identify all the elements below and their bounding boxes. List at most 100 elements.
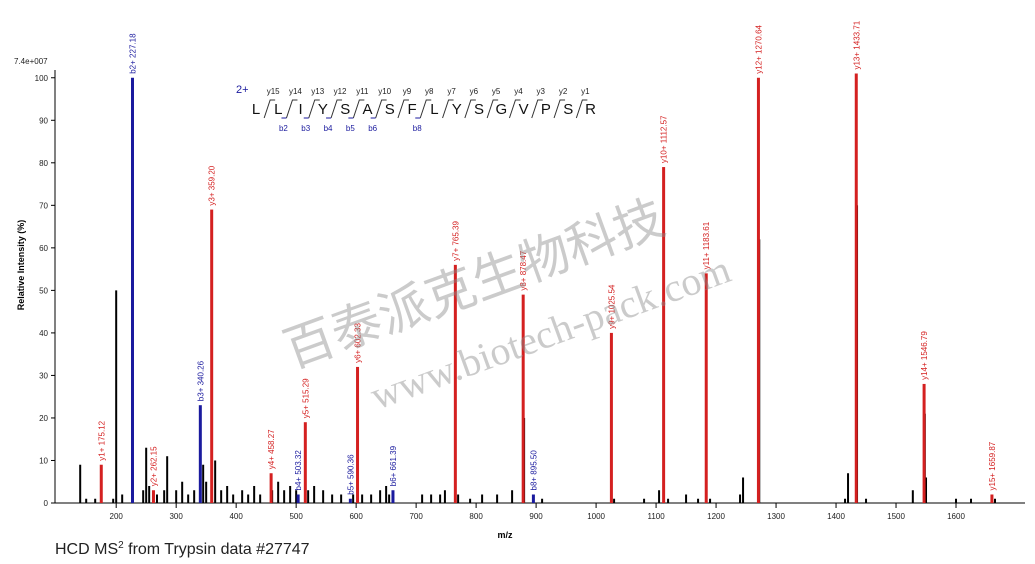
caption-text: from Trypsin data #27747: [124, 541, 310, 558]
x-tick-label: 500: [289, 512, 303, 521]
x-tick-label: 300: [169, 512, 183, 521]
ion-mz: 359.20: [208, 165, 217, 190]
ion-mz: 1433.71: [852, 20, 861, 49]
peak: [289, 485, 292, 503]
cleavage: [464, 99, 476, 119]
ion-mz: 503.32: [294, 450, 303, 475]
peak: [241, 490, 244, 503]
cleavage: [330, 99, 343, 119]
peak-label: y3+ 359.20: [208, 165, 217, 205]
peak-label: y12+ 1270.64: [754, 24, 763, 73]
y-tick-label: 20: [39, 414, 48, 423]
x-tick-label: 1500: [887, 512, 905, 521]
peak: [911, 490, 914, 503]
ion-name: y13+: [852, 52, 861, 70]
x-tick-label: 1400: [827, 512, 845, 521]
y-ion: y4: [514, 87, 523, 96]
peak: [210, 209, 214, 503]
peak: [739, 494, 742, 503]
peak-label: y1+ 175.12: [97, 420, 106, 460]
x-tick-label: 1000: [587, 512, 605, 521]
peak: [277, 481, 280, 503]
peak: [220, 490, 223, 503]
ion-name: y7+: [451, 247, 460, 260]
peak-label: y8+ 878.47: [519, 250, 528, 290]
peak: [541, 498, 544, 503]
residue: F: [408, 101, 417, 118]
residue: R: [585, 101, 596, 118]
ion-mz: 262.15: [149, 446, 158, 471]
peak-label: y14+ 1546.79: [920, 331, 929, 380]
peak: [348, 498, 352, 503]
y-tick-label: 100: [35, 74, 49, 83]
y-ion: y10: [378, 87, 391, 96]
peak: [163, 490, 166, 503]
peak: [112, 498, 115, 503]
peak-label: y6+ 602.33: [354, 323, 363, 363]
b-ion: b5: [346, 124, 355, 133]
peak: [175, 490, 178, 503]
cleavage: [553, 99, 566, 119]
peak: [295, 490, 298, 503]
ion-mz: 878.47: [519, 250, 528, 275]
peak: [232, 494, 235, 503]
peak: [854, 73, 858, 503]
peak: [193, 490, 196, 503]
y-ion: y7: [447, 87, 456, 96]
peak: [214, 460, 217, 503]
residue: I: [299, 101, 303, 118]
ion-name: y3+: [208, 192, 217, 205]
residue: L: [274, 101, 282, 118]
peak: [955, 498, 958, 503]
peak: [453, 264, 457, 503]
cleavage: [442, 99, 454, 119]
peak: [685, 494, 688, 503]
y-tick-label: 70: [39, 201, 48, 210]
y-tick-label: 90: [39, 116, 48, 125]
ion-mz: 515.29: [301, 378, 310, 403]
y-ion: y5: [492, 87, 501, 96]
peak: [181, 481, 184, 503]
x-tick-label: 200: [110, 512, 124, 521]
y-ion: y14: [289, 87, 302, 96]
residue: L: [252, 101, 260, 118]
residue: S: [563, 101, 573, 118]
peak-label: y7+ 765.39: [451, 220, 460, 260]
peak: [457, 494, 460, 503]
x-tick-label: 900: [529, 512, 543, 521]
ion-name: b8+: [529, 477, 538, 491]
peak-label: b4+ 503.32: [294, 450, 303, 491]
peak-label: b2+ 227.18: [128, 33, 137, 74]
cleavage: [531, 99, 543, 119]
y-tick-label: 10: [39, 456, 48, 465]
peak: [379, 490, 382, 503]
peak: [662, 167, 666, 503]
residue: Y: [452, 101, 462, 118]
peak: [145, 447, 148, 503]
peak: [356, 366, 360, 503]
cleavage: [308, 99, 320, 119]
peak: [94, 498, 97, 503]
y-axis-label: Relative Intensity (%): [16, 220, 26, 311]
b-ion: b8: [413, 124, 422, 133]
peak: [79, 464, 82, 503]
residue: A: [362, 101, 372, 118]
peak: [205, 481, 208, 503]
peak: [922, 383, 926, 503]
peak: [202, 464, 205, 503]
peak: [331, 494, 334, 503]
peak: [609, 332, 613, 503]
x-tick-label: 1200: [707, 512, 725, 521]
ion-name: y8+: [519, 277, 528, 290]
x-tick-label: 800: [469, 512, 483, 521]
peak-label: y2+ 262.15: [149, 446, 158, 486]
y-ion: y2: [559, 87, 568, 96]
ion-mz: 1546.79: [920, 331, 929, 360]
peak: [253, 485, 256, 503]
y-ion: y3: [537, 87, 546, 96]
cleavage: [397, 99, 409, 119]
peak: [226, 485, 229, 503]
cleavage: [486, 99, 499, 119]
cleavage: [352, 99, 365, 119]
peak: [142, 490, 145, 503]
